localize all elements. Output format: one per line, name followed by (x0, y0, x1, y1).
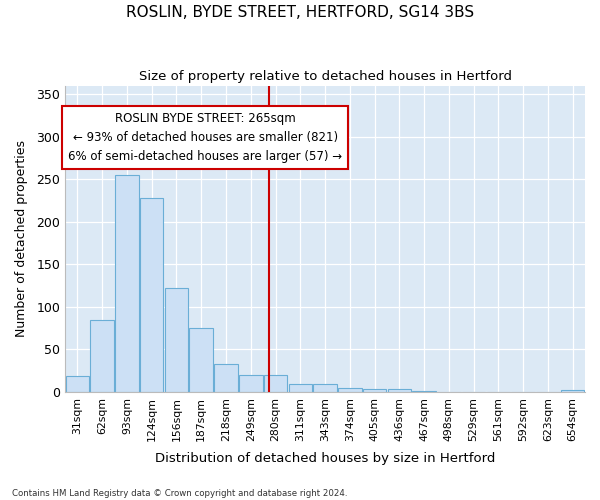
Bar (561, 390, 584, 392)
Bar (363, 388, 386, 392)
Bar (289, 384, 312, 392)
Bar (165, 288, 188, 392)
Bar (239, 375, 263, 392)
Bar (412, 391, 436, 392)
Title: Size of property relative to detached houses in Hertford: Size of property relative to detached ho… (139, 70, 512, 83)
Bar (190, 328, 213, 392)
X-axis label: Distribution of detached houses by size in Hertford: Distribution of detached houses by size … (155, 452, 495, 465)
Text: ROSLIN, BYDE STREET, HERTFORD, SG14 3BS: ROSLIN, BYDE STREET, HERTFORD, SG14 3BS (126, 5, 474, 20)
Bar (338, 388, 362, 392)
Y-axis label: Number of detached properties: Number of detached properties (15, 140, 28, 338)
Bar (214, 364, 238, 392)
Bar (388, 388, 411, 392)
Bar (65, 376, 89, 392)
Text: Contains HM Land Registry data © Crown copyright and database right 2024.: Contains HM Land Registry data © Crown c… (12, 488, 347, 498)
Bar (264, 375, 287, 392)
Text: ROSLIN BYDE STREET: 265sqm
← 93% of detached houses are smaller (821)
6% of semi: ROSLIN BYDE STREET: 265sqm ← 93% of deta… (68, 112, 343, 162)
Bar (140, 198, 163, 392)
Bar (313, 384, 337, 392)
Bar (115, 175, 139, 392)
Bar (91, 320, 114, 392)
